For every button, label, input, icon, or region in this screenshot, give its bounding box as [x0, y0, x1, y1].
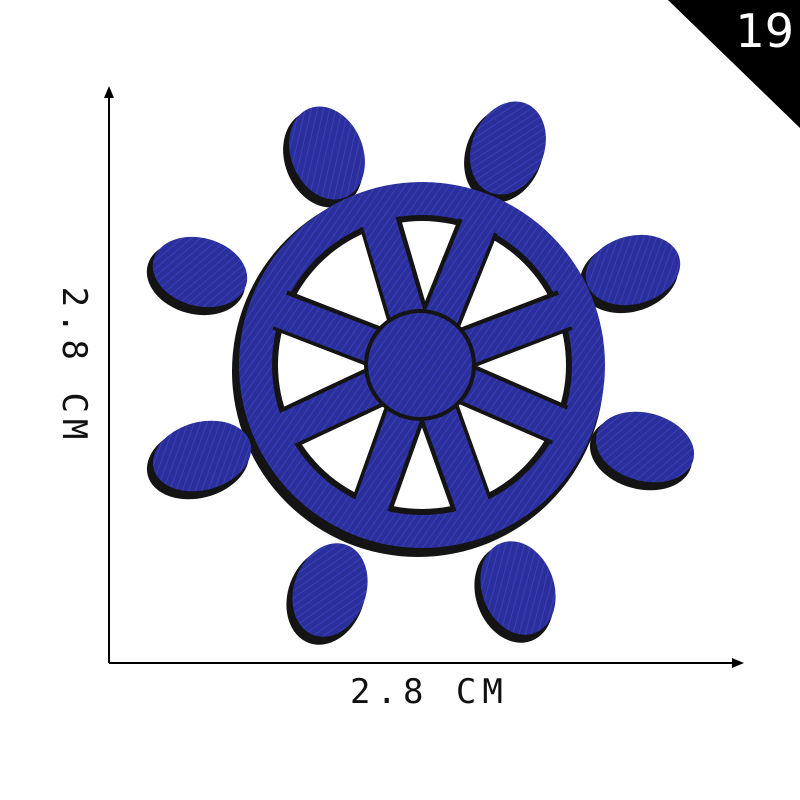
corner-badge: [668, 0, 800, 128]
width-label: 2.8 CM: [350, 672, 509, 712]
height-label: 2.8 CM: [54, 286, 94, 446]
wheel-handles: [152, 101, 695, 637]
badge-number: 19: [735, 4, 794, 58]
dimension-arrows: [104, 86, 744, 668]
wheel-hub: [368, 313, 472, 417]
horizontal-arrowhead: [732, 658, 744, 668]
vertical-arrowhead: [104, 86, 114, 98]
ship-wheel-patch: [146, 101, 695, 645]
